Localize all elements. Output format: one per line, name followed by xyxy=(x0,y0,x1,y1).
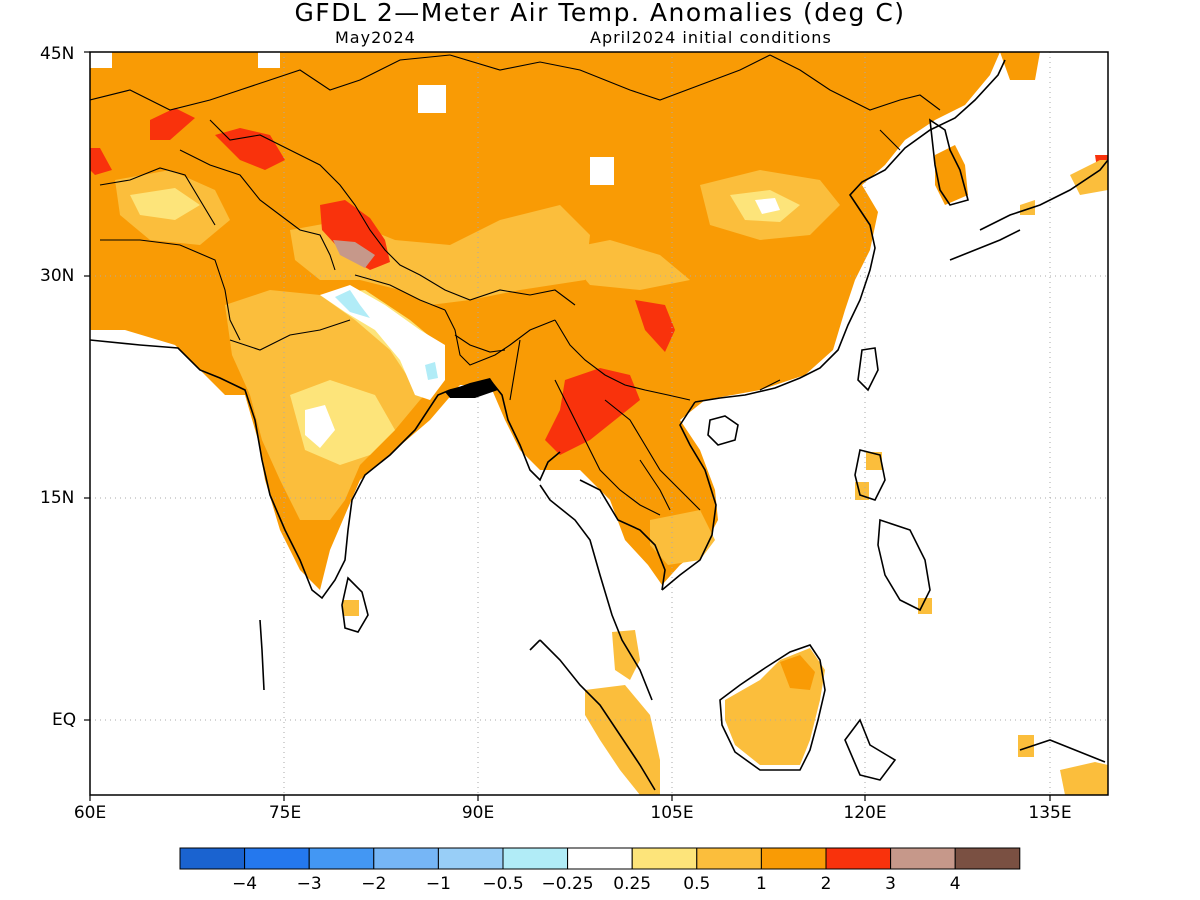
blank-cell xyxy=(418,85,446,113)
sri-lanka-fill xyxy=(343,600,359,616)
blank-cell xyxy=(90,52,112,68)
luzon-fill xyxy=(866,452,882,470)
ne-china-fill xyxy=(1000,52,1040,80)
indochina-light-patch xyxy=(650,510,715,565)
colorbar-label: 0.5 xyxy=(683,874,710,894)
malay-fill xyxy=(612,630,640,680)
colorbar-swatch xyxy=(696,847,762,870)
sulawesi-fill xyxy=(1018,735,1034,757)
colorbar-label: −4 xyxy=(232,874,257,894)
red-patch-sichuan xyxy=(635,300,675,352)
red-patch-myanmar xyxy=(545,368,640,455)
borneo-darker xyxy=(780,655,815,690)
borders xyxy=(90,54,941,516)
png-fill xyxy=(1060,762,1108,795)
forecast-month: May2024 xyxy=(335,28,416,47)
red-patch-kazakh xyxy=(150,108,195,140)
colorbar-swatch xyxy=(890,847,956,870)
colorbar-label: 3 xyxy=(885,874,896,894)
blank-cell xyxy=(590,157,614,185)
lat-label-30n: 30N xyxy=(40,266,75,286)
lon-label-105e: 105E xyxy=(650,803,694,823)
colorbar-swatch xyxy=(631,847,698,870)
colorbar-label: 2 xyxy=(821,874,832,894)
lon-label-90e: 90E xyxy=(461,803,495,823)
colorbar-swatch xyxy=(179,847,246,870)
light-blue-patch-2 xyxy=(425,362,438,380)
lat-label-45n: 45N xyxy=(40,44,75,64)
colorbar-swatch xyxy=(373,847,439,870)
mindanao-fill xyxy=(918,598,932,614)
china-mid-light-patch xyxy=(560,240,690,290)
colorbar-label: −2 xyxy=(361,874,386,894)
lat-label-eq: EQ xyxy=(52,710,77,730)
red-patch-westedge xyxy=(90,148,112,175)
pink-patch-nepal xyxy=(333,240,375,268)
axis-ticks xyxy=(84,51,1051,801)
colorbar-swatch xyxy=(437,847,504,870)
lon-label-135e: 135E xyxy=(1028,803,1072,823)
blank-cell xyxy=(258,52,280,68)
colorbar-label: −3 xyxy=(297,874,322,894)
colorbar-swatch xyxy=(825,847,892,870)
colorbar-swatch xyxy=(308,847,375,870)
light-blue-patch xyxy=(335,290,370,318)
colorbar-swatch xyxy=(502,847,569,870)
anomaly-field xyxy=(90,52,1108,795)
lon-label-120e: 120E xyxy=(843,803,887,823)
colorbar-label: −0.25 xyxy=(542,874,594,894)
colorbar-label: 4 xyxy=(950,874,961,894)
indo-gangetic-white-patch xyxy=(320,285,445,400)
initial-conditions: April2024 initial conditions xyxy=(590,28,832,47)
colorbar-label: −1 xyxy=(426,874,451,894)
colorbar: −4 −3 −2 −1 −0.5 −0.25 0.25 0.5 1 2 3 4 xyxy=(179,847,1021,894)
colorbar-label: 0.25 xyxy=(613,874,651,894)
map-title: GFDL 2—Meter Air Temp. Anomalies (deg C) xyxy=(294,0,906,27)
lon-label-60e: 60E xyxy=(73,803,107,823)
colorbar-swatch xyxy=(954,847,1021,870)
afghan-yellow-patch xyxy=(130,188,200,220)
lat-label-15n: 15N xyxy=(40,488,75,508)
north-china-white-spot xyxy=(755,198,780,214)
colorbar-label: −0.5 xyxy=(482,874,523,894)
colorbar-swatch xyxy=(244,847,310,870)
red-patch-himalaya xyxy=(320,200,390,270)
colorbar-label: 1 xyxy=(756,874,767,894)
colorbar-swatch xyxy=(567,847,633,870)
korea-anomaly-fill xyxy=(935,145,968,205)
map-frame xyxy=(89,51,1109,796)
central-india-white-patch xyxy=(305,405,335,448)
colorbar-swatch xyxy=(760,847,827,870)
ganges-delta xyxy=(445,378,498,398)
lon-label-75e: 75E xyxy=(268,803,302,823)
